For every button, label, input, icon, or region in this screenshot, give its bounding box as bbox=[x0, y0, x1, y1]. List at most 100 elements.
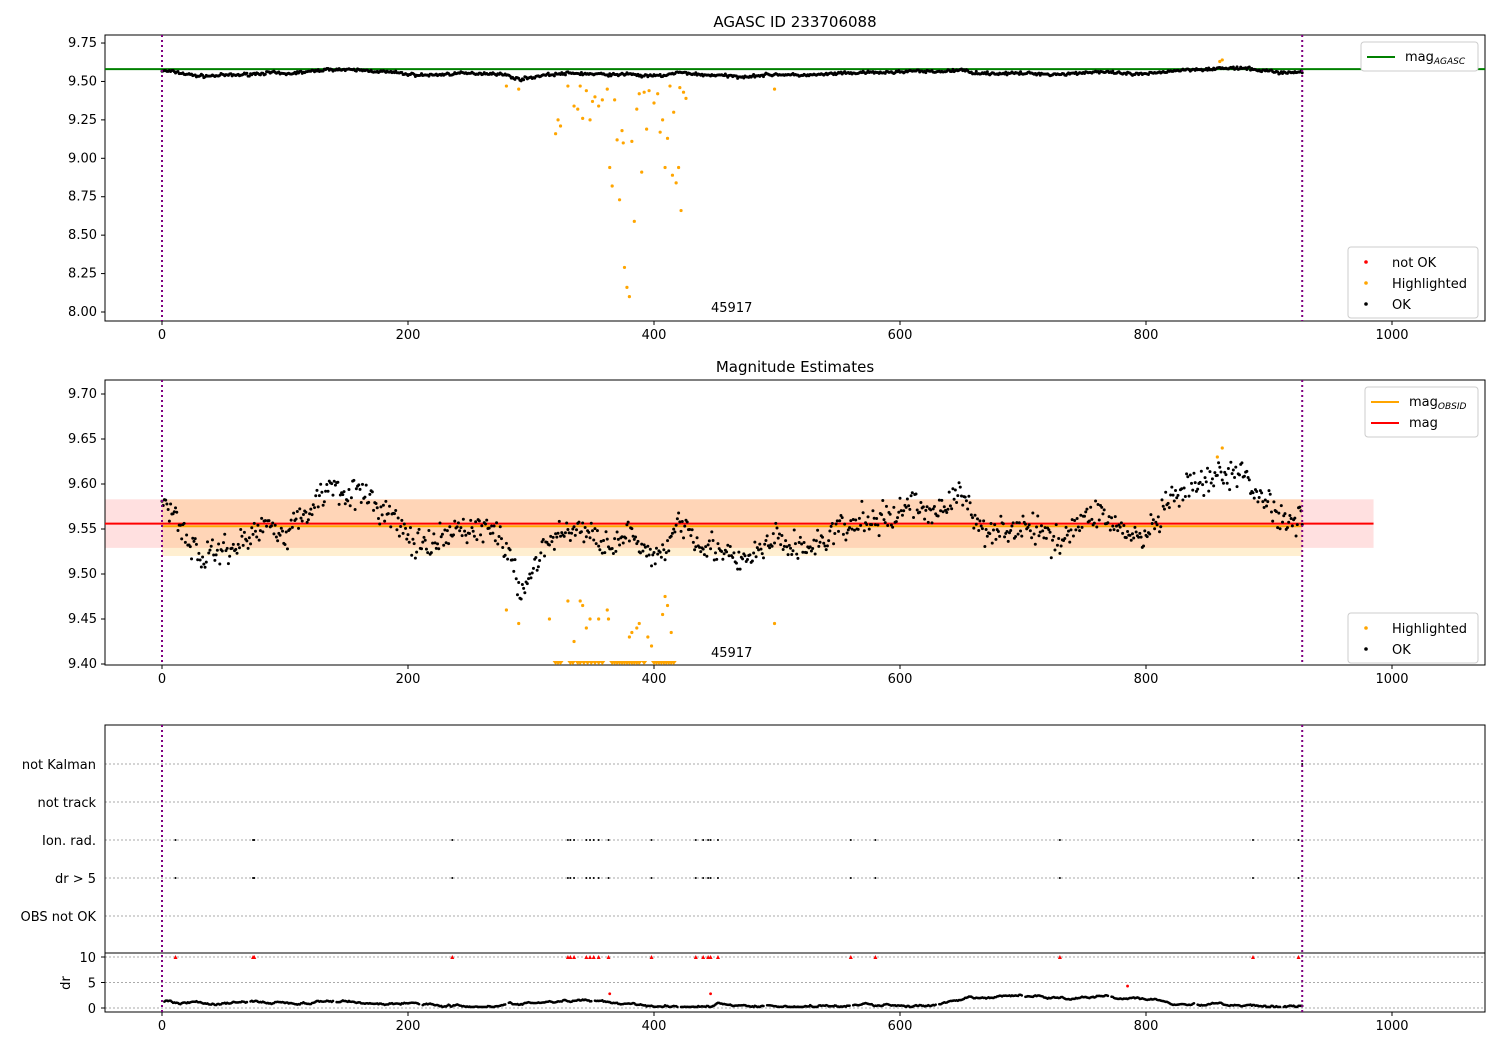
x-tick-label: 600 bbox=[888, 1019, 913, 1034]
ion-rad-flag-point bbox=[597, 839, 600, 841]
ok-point bbox=[432, 532, 436, 536]
highlighted-point bbox=[663, 165, 667, 170]
ok-point bbox=[290, 525, 294, 529]
ok-point bbox=[835, 519, 839, 523]
ok-point bbox=[194, 542, 198, 546]
ok-point bbox=[300, 519, 304, 523]
ok-point bbox=[857, 516, 861, 520]
ok-point bbox=[1095, 525, 1099, 529]
ok-point bbox=[926, 520, 930, 524]
dr-gt-5-flag-point bbox=[650, 877, 653, 879]
ok-point bbox=[776, 536, 780, 540]
ok-point bbox=[866, 515, 870, 519]
ok-point bbox=[1016, 532, 1020, 536]
ok-point bbox=[654, 546, 658, 550]
ok-point bbox=[348, 504, 352, 508]
highlighted-point bbox=[566, 599, 570, 603]
ok-point bbox=[299, 516, 303, 520]
ok-point bbox=[830, 521, 834, 525]
ok-point bbox=[247, 536, 251, 540]
ion-rad-flag-point bbox=[849, 839, 852, 841]
ok-point bbox=[1215, 473, 1219, 477]
dr-clipped-marker bbox=[873, 955, 878, 959]
ok-point bbox=[336, 480, 340, 484]
dr-outlier-point bbox=[1126, 984, 1129, 988]
ok-point bbox=[204, 560, 208, 564]
ok-point bbox=[923, 517, 927, 521]
ok-point bbox=[680, 519, 684, 523]
ok-point bbox=[677, 511, 681, 515]
ok-point bbox=[770, 544, 774, 548]
ok-point bbox=[905, 497, 909, 501]
ok-point bbox=[998, 534, 1002, 538]
legend-label: magOBSID bbox=[1409, 395, 1467, 412]
ok-point bbox=[458, 529, 462, 533]
ok-point bbox=[1001, 522, 1005, 526]
ion-rad-flag-point bbox=[589, 839, 592, 841]
dr-clipped-marker bbox=[450, 955, 455, 959]
ok-point bbox=[1162, 507, 1166, 511]
ok-point bbox=[522, 78, 526, 82]
ok-point bbox=[727, 554, 731, 558]
ok-point bbox=[525, 582, 529, 586]
ok-point bbox=[1231, 468, 1235, 472]
ok-point bbox=[918, 510, 922, 514]
ok-point bbox=[313, 506, 317, 510]
ok-point bbox=[423, 538, 427, 542]
ok-point bbox=[1201, 483, 1205, 487]
ok-point bbox=[621, 541, 625, 545]
ok-point bbox=[958, 485, 962, 489]
ok-point bbox=[511, 558, 515, 562]
ok-point bbox=[666, 539, 670, 543]
ok-point bbox=[784, 539, 788, 543]
ok-point bbox=[320, 490, 324, 494]
ok-point bbox=[978, 519, 982, 523]
ok-point bbox=[1017, 521, 1021, 525]
ok-point bbox=[471, 529, 475, 533]
ok-point bbox=[795, 552, 799, 556]
ok-point bbox=[1042, 536, 1046, 540]
highlighted-point bbox=[590, 99, 595, 104]
ok-point bbox=[899, 509, 903, 513]
ok-point bbox=[1047, 528, 1051, 532]
ok-point bbox=[294, 72, 298, 76]
ok-point bbox=[456, 521, 460, 525]
highlighted-point bbox=[558, 124, 563, 128]
highlighted-point bbox=[646, 635, 650, 639]
highlighted-point bbox=[663, 594, 667, 599]
ok-point bbox=[1026, 525, 1030, 529]
ok-point bbox=[347, 487, 351, 491]
dr-point bbox=[245, 1000, 249, 1004]
highlighted-point bbox=[504, 608, 508, 612]
highlighted-point bbox=[1218, 59, 1222, 64]
highlighted-point bbox=[556, 118, 560, 122]
dr-gt-5-flag-point bbox=[451, 877, 454, 879]
ok-point bbox=[694, 71, 698, 75]
ok-point bbox=[699, 550, 703, 554]
ok-point bbox=[472, 534, 476, 538]
ok-point bbox=[1199, 469, 1203, 473]
ok-point bbox=[1092, 521, 1096, 525]
ok-point bbox=[1213, 471, 1217, 475]
ok-point bbox=[944, 508, 948, 512]
ok-point bbox=[745, 557, 749, 561]
clipped-highlighted-marker bbox=[636, 661, 643, 665]
ok-point bbox=[206, 540, 210, 544]
ok-point bbox=[587, 530, 591, 534]
ok-point bbox=[930, 521, 934, 525]
ok-point bbox=[459, 526, 463, 530]
ok-point bbox=[659, 555, 663, 559]
y-tick-label: 8.50 bbox=[68, 228, 97, 243]
dr-point bbox=[589, 999, 593, 1003]
ok-point bbox=[567, 531, 571, 535]
ok-point bbox=[775, 526, 779, 530]
ok-point bbox=[796, 556, 800, 560]
ok-point bbox=[311, 503, 315, 507]
ok-point bbox=[801, 550, 805, 554]
ok-point bbox=[1009, 528, 1013, 532]
highlighted-point bbox=[588, 118, 592, 122]
ok-point bbox=[777, 532, 781, 536]
x-tick-label: 400 bbox=[642, 1019, 667, 1034]
y-tick-label: 9.50 bbox=[68, 567, 97, 582]
flags-panel: not Kalman not track Ion. rad. dr > 5 OBS no… bbox=[21, 724, 1486, 1034]
